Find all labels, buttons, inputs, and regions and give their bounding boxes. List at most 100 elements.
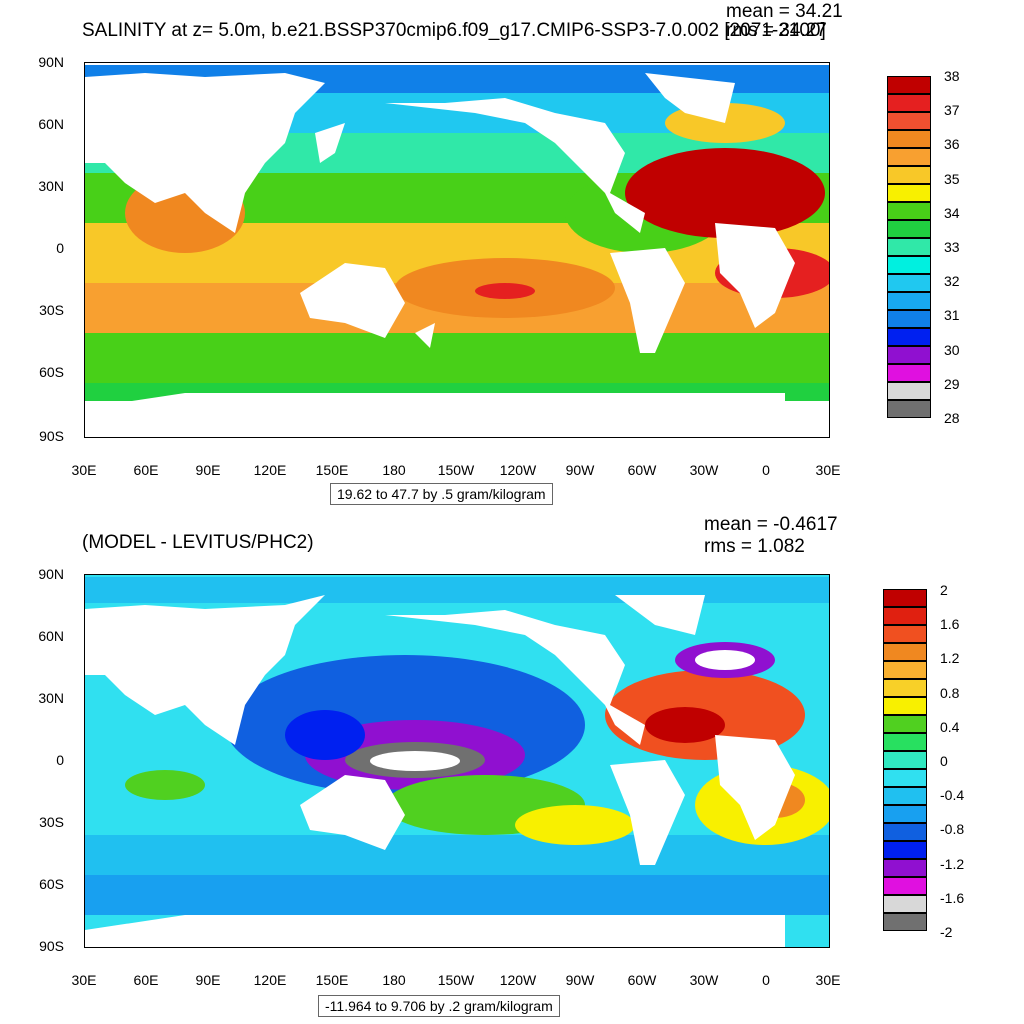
lon-label: 60E <box>133 972 159 988</box>
colorbar-label: 0.4 <box>940 718 960 735</box>
salinity-rms: rms = 34.27 <box>726 20 827 41</box>
colorbar-cell <box>883 877 927 895</box>
lon-label: 60E <box>133 462 159 478</box>
difference-colorbar <box>883 589 927 931</box>
colorbar-label: 32 <box>944 273 960 290</box>
colorbar-cell <box>887 148 931 166</box>
colorbar-label: 2 <box>940 582 948 598</box>
lon-label: 120W <box>499 972 537 988</box>
lon-label: 120E <box>253 972 287 988</box>
lon-label: 90W <box>565 462 595 478</box>
colorbar-label: 28 <box>944 410 960 426</box>
salinity-map-svg <box>85 63 829 437</box>
lon-label: 150E <box>315 462 349 478</box>
colorbar-label: 34 <box>944 204 960 221</box>
colorbar-cell <box>887 274 931 292</box>
colorbar-cell <box>887 256 931 274</box>
lon-label: 60W <box>627 462 657 478</box>
colorbar-cell <box>883 733 927 751</box>
lat-label: 0 <box>56 240 64 256</box>
colorbar-cell <box>887 220 931 238</box>
colorbar-cell <box>883 625 927 643</box>
lon-label: 0 <box>762 462 770 478</box>
lat-label: 30S <box>39 814 64 830</box>
colorbar-cell <box>883 697 927 715</box>
colorbar-cell <box>887 364 931 382</box>
colorbar-cell <box>887 166 931 184</box>
salinity-mean: mean = 34.21 <box>726 1 843 22</box>
colorbar-label: 36 <box>944 136 960 153</box>
colorbar-cell <box>887 94 931 112</box>
colorbar-label: -0.8 <box>940 821 965 838</box>
difference-range-box: -11.964 to 9.706 by .2 gram/kilogram <box>318 995 560 1017</box>
lon-label: 150W <box>437 462 475 478</box>
salinity-range-box: 19.62 to 47.7 by .5 gram/kilogram <box>330 483 553 505</box>
colorbar-cell <box>883 715 927 733</box>
colorbar-label: 30 <box>944 341 960 358</box>
colorbar-cell <box>883 679 927 697</box>
lon-label: 60W <box>627 972 657 988</box>
colorbar-label: 31 <box>944 307 960 324</box>
lon-label: 30E <box>815 462 841 478</box>
colorbar-cell <box>883 805 927 823</box>
colorbar-cell <box>887 202 931 220</box>
colorbar-cell <box>887 400 931 418</box>
colorbar-cell <box>883 895 927 913</box>
lon-label: 90E <box>195 972 221 988</box>
colorbar-cell <box>883 859 927 877</box>
lon-label: 120W <box>499 462 537 478</box>
difference-title: (MODEL - LEVITUS/PHC2) <box>82 532 314 553</box>
colorbar-cell <box>883 769 927 787</box>
colorbar-label: 33 <box>944 239 960 255</box>
lat-label: 30N <box>38 690 64 706</box>
lat-label: 30S <box>39 302 64 318</box>
lat-label: 60N <box>38 628 64 644</box>
lat-label: 90S <box>39 938 64 954</box>
colorbar-cell <box>883 823 927 841</box>
colorbar-cell <box>887 328 931 346</box>
lon-label: 150E <box>315 972 349 988</box>
lon-label: 150W <box>437 972 475 988</box>
difference-map-svg <box>85 575 829 947</box>
difference-panel: (MODEL - LEVITUS/PHC2) mean = -0.4617 rm… <box>0 512 1024 1024</box>
lat-label: 60S <box>39 876 64 892</box>
colorbar-label: 29 <box>944 375 960 392</box>
colorbar-cell <box>887 292 931 310</box>
difference-rms: rms = 1.082 <box>704 536 805 557</box>
colorbar-cell <box>883 607 927 625</box>
lon-label: 30E <box>71 972 97 988</box>
colorbar-label: 38 <box>944 68 960 84</box>
colorbar-cell <box>883 589 927 607</box>
colorbar-cell <box>883 751 927 769</box>
lon-label: 120E <box>253 462 287 478</box>
colorbar-cell <box>887 130 931 148</box>
colorbar-cell <box>883 913 927 931</box>
colorbar-cell <box>883 661 927 679</box>
lon-label: 30W <box>689 462 719 478</box>
difference-map <box>84 574 830 948</box>
colorbar-label: 1.6 <box>940 616 960 633</box>
salinity-panel: SALINITY at z= 5.0m, b.e21.BSSP370cmip6.… <box>38 1 960 505</box>
colorbar-label: -1.2 <box>940 855 965 872</box>
colorbar-cell <box>883 643 927 661</box>
colorbar-label: 0 <box>940 753 948 769</box>
lon-label: 30E <box>815 972 841 988</box>
colorbar-label: -1.6 <box>940 889 965 906</box>
colorbar-cell <box>883 841 927 859</box>
lon-label: 90E <box>195 462 221 478</box>
colorbar-cell <box>887 346 931 364</box>
lat-label: 60S <box>39 364 64 380</box>
colorbar-label: 0.8 <box>940 684 960 701</box>
salinity-title: SALINITY at z= 5.0m, b.e21.BSSP370cmip6.… <box>82 20 826 41</box>
lat-label: 90S <box>39 428 64 444</box>
lat-label: 90N <box>38 566 64 582</box>
colorbar-cell <box>887 76 931 94</box>
colorbar-cell <box>887 310 931 328</box>
lat-label: 60N <box>38 116 64 132</box>
difference-mean: mean = -0.4617 <box>704 514 838 535</box>
lon-label: 180 <box>382 972 406 988</box>
colorbar-cell <box>887 382 931 400</box>
colorbar-label: 1.2 <box>940 650 960 667</box>
lat-label: 90N <box>38 54 64 70</box>
colorbar-cell <box>887 238 931 256</box>
